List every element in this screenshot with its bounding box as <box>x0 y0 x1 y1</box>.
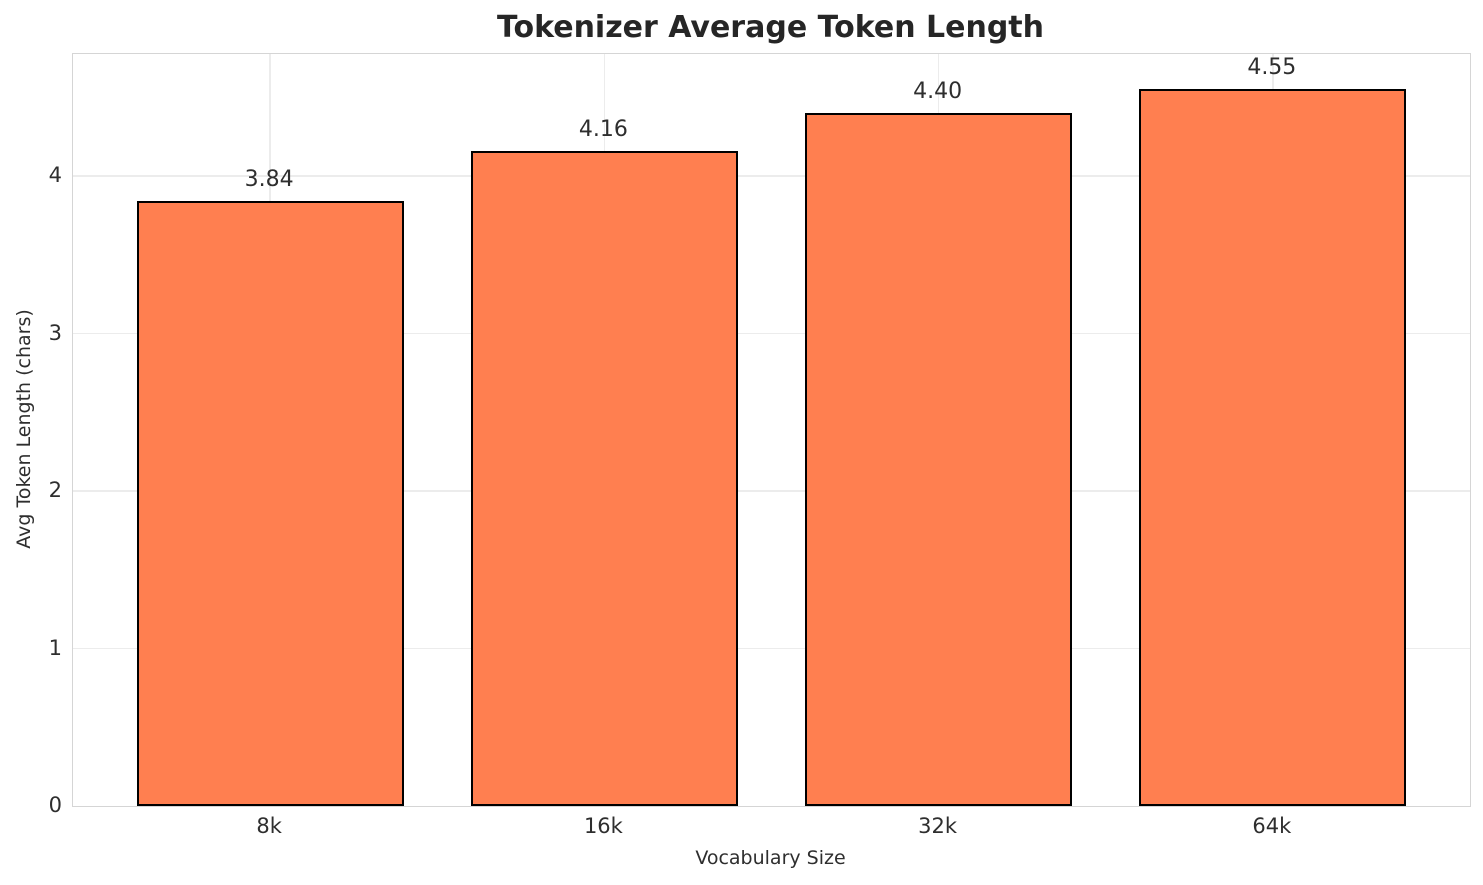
y-tick-label: 1 <box>48 635 62 660</box>
gridline-y-1 <box>73 647 1470 650</box>
gridline-y-2 <box>73 490 1470 492</box>
x-axis-label: Vocabulary Size <box>695 847 846 869</box>
x-tick-label-16k: 16k <box>583 814 623 838</box>
bar-8k <box>136 201 404 806</box>
gridline-y-4 <box>73 175 1470 177</box>
y-tick-label: 0 <box>48 793 62 817</box>
bar-16k <box>470 150 739 806</box>
bar-32k <box>804 113 1073 806</box>
y-tick-label: 3 <box>48 320 62 345</box>
plot-area <box>72 53 1471 807</box>
bar-value-label: 4.40 <box>913 79 963 105</box>
bar-value-label: 4.16 <box>578 116 628 142</box>
x-tick-label-64k: 64k <box>1252 814 1292 838</box>
y-tick-label: 4 <box>48 163 62 188</box>
chart-title: Tokenizer Average Token Length <box>496 10 1044 45</box>
x-tick-label-32k: 32k <box>918 814 958 838</box>
y-tick-label: 2 <box>48 478 62 503</box>
y-axis-label: Avg Token Length (chars) <box>13 309 35 549</box>
bar-value-label: 4.55 <box>1247 55 1297 81</box>
bar-value-label: 3.84 <box>244 167 294 193</box>
bar-64k <box>1139 89 1407 806</box>
x-tick-label-8k: 8k <box>256 814 282 838</box>
gridline-y-3 <box>73 332 1470 335</box>
